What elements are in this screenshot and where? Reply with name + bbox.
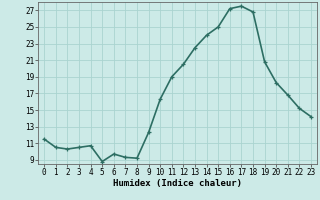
X-axis label: Humidex (Indice chaleur): Humidex (Indice chaleur) [113, 179, 242, 188]
